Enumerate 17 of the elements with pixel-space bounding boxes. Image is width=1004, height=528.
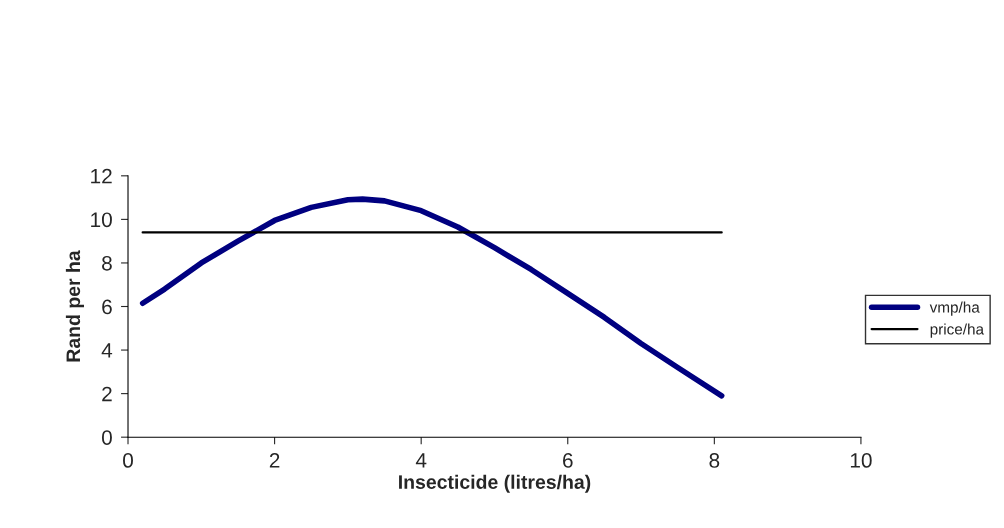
x-axis-title: Insecticide (litres/ha)	[399, 474, 591, 493]
x-tick-label: 4	[415, 453, 427, 468]
y-tick-label: 10	[91, 212, 112, 228]
y-tick-label: 0	[101, 430, 112, 445]
x-tick-label: 6	[563, 453, 573, 468]
legend-label: price/ha	[930, 323, 985, 338]
y-tick-label: 12	[91, 168, 112, 184]
x-tick-label: 2	[269, 453, 280, 468]
x-tick-label: 0	[123, 453, 133, 468]
x-tick-label: 8	[709, 453, 720, 468]
y-tick-label: 4	[101, 343, 113, 358]
x-tick-label: 10	[850, 453, 872, 468]
y-tick-label: 6	[102, 299, 112, 315]
y-axis-title: Rand per ha	[65, 250, 85, 362]
y-tick-label: 8	[102, 255, 112, 271]
legend-label: vmp/ha	[929, 301, 980, 316]
y-tick-label: 2	[102, 386, 112, 402]
